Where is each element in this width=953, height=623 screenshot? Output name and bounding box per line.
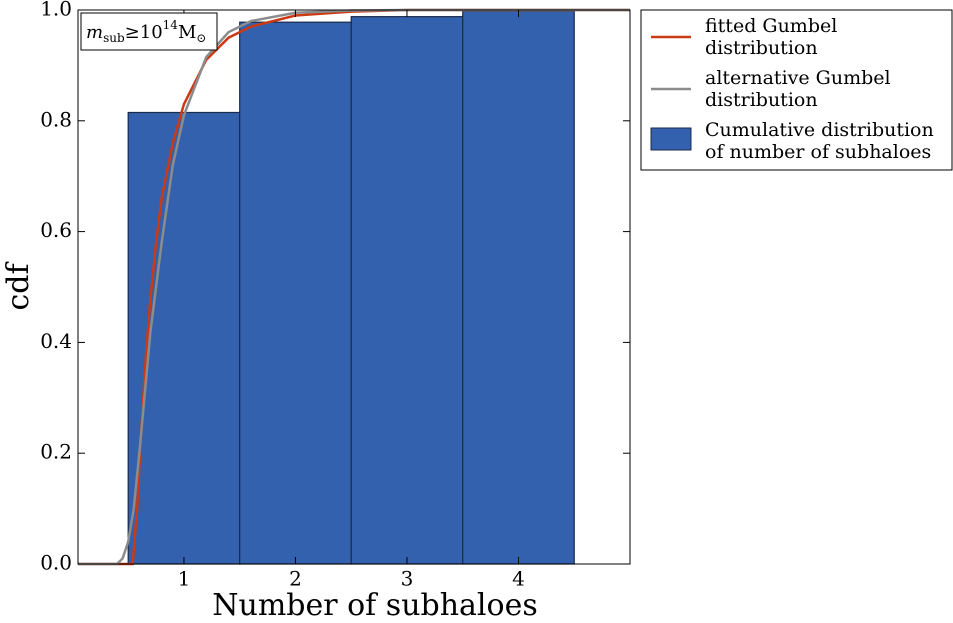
bar <box>239 21 352 565</box>
legend-label: Cumulative distribution of number of sub… <box>705 119 934 163</box>
y-tick-label: 0.6 <box>40 218 72 242</box>
y-tick-label: 0.8 <box>40 107 72 131</box>
cdf-line <box>78 8 630 566</box>
legend-label: fitted Gumbel distribution <box>705 15 838 59</box>
legend-label: alternative Gumbel distribution <box>705 67 891 111</box>
y-tick-label: 1.0 <box>40 0 72 21</box>
x-tick-label: 4 <box>512 567 525 591</box>
y-axis-label: cdf <box>1 262 36 311</box>
annotation-part: ⊙ <box>196 31 206 45</box>
y-tick-label: 0.2 <box>40 440 72 464</box>
bar <box>127 111 241 565</box>
x-axis-label: Number of subhaloes <box>212 588 538 623</box>
annotation-part: m <box>86 22 103 43</box>
x-tick-label: 3 <box>401 567 414 591</box>
plot-frame <box>77 9 631 565</box>
annotation-part: sub <box>103 31 125 45</box>
x-tick-label: 1 <box>178 567 191 591</box>
bar <box>350 16 464 565</box>
annotation-part: 14 <box>163 18 179 32</box>
legend-swatch <box>650 127 692 151</box>
annotation-box <box>80 12 218 51</box>
legend-box <box>640 9 953 171</box>
x-tick-label: 2 <box>289 567 302 591</box>
y-tick-label: 0.4 <box>40 329 72 353</box>
bar <box>462 10 575 565</box>
annotation-part: M <box>178 22 196 43</box>
cdf-line <box>78 8 630 566</box>
annotation: msub≥1014M⊙ <box>86 18 206 45</box>
annotation-part: ≥10 <box>125 22 163 43</box>
y-tick-label: 0.0 <box>40 551 72 575</box>
